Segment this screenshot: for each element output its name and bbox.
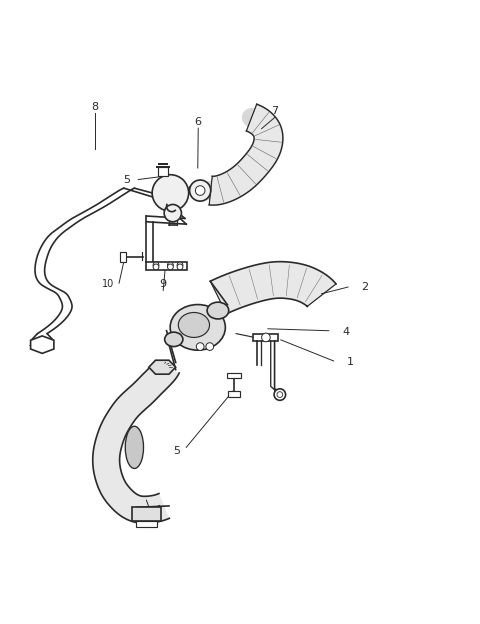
Circle shape [190,180,211,201]
Circle shape [177,262,183,268]
Circle shape [168,264,173,270]
Ellipse shape [125,426,144,469]
Text: 4: 4 [342,327,349,337]
Ellipse shape [165,332,183,346]
Polygon shape [209,104,283,205]
Bar [120,251,126,262]
Text: 8: 8 [92,102,98,112]
Polygon shape [31,336,54,353]
Circle shape [206,343,214,351]
Circle shape [277,392,283,397]
Text: 5: 5 [173,446,180,456]
Circle shape [195,186,205,195]
Text: 10: 10 [102,279,114,289]
Circle shape [153,262,159,268]
Circle shape [152,175,189,211]
Circle shape [196,343,204,351]
Text: 5: 5 [123,175,130,185]
Polygon shape [93,361,179,523]
Circle shape [164,205,181,222]
Text: 6: 6 [195,117,202,127]
Text: 2: 2 [361,282,368,292]
Bar [158,167,168,176]
Bar [136,521,157,527]
Ellipse shape [170,305,226,350]
Bar [132,507,161,521]
Polygon shape [146,261,187,270]
Circle shape [177,264,183,270]
Bar [227,373,241,378]
Circle shape [262,333,270,342]
Text: 9: 9 [160,279,167,289]
Text: 1: 1 [347,358,354,368]
Bar [228,391,240,397]
Polygon shape [253,334,278,341]
Ellipse shape [178,313,209,338]
Text: 3: 3 [150,506,157,516]
Circle shape [274,389,286,401]
Polygon shape [210,261,336,314]
Text: 7: 7 [271,106,278,116]
Polygon shape [149,360,176,374]
Circle shape [168,262,173,268]
Circle shape [153,264,159,270]
Ellipse shape [207,302,229,319]
